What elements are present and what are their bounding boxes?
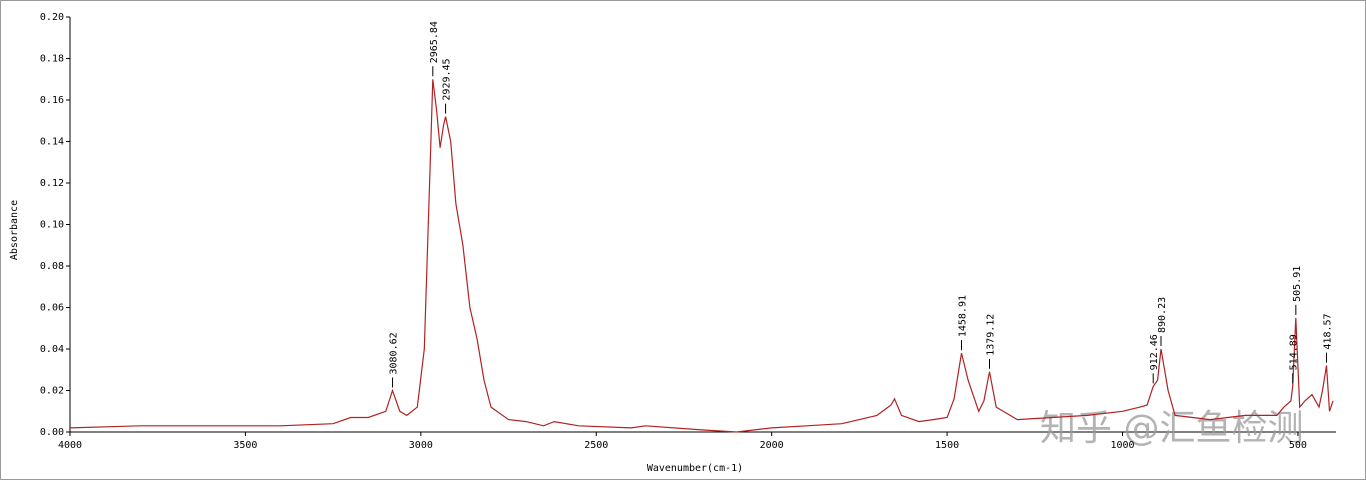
x-tick-label: 4000 [58,440,82,451]
spectrum-line [69,79,1334,433]
x-axis-title: Wavenumber(cm-1) [647,463,743,474]
y-tick-label: 0.08 [40,261,64,272]
peak-label: 418.57 [1322,313,1333,349]
peak-label: 1458.91 [957,295,968,337]
y-tick-label: 0.00 [40,427,64,438]
y-tick-label: 0.18 [40,54,64,65]
y-tick-label: 0.16 [40,95,64,106]
peak-label: 1379.12 [985,314,996,356]
x-tick-label: 1000 [1110,440,1134,451]
x-tick-label: 3500 [233,440,257,451]
x-tick-label: 2000 [760,440,784,451]
x-tick-label: 3000 [409,440,433,451]
peak-label: 890.23 [1157,297,1168,333]
peak-label: 514.89 [1289,334,1300,370]
y-tick-label: 0.06 [40,303,64,314]
y-tick-label: 0.14 [40,137,64,148]
peak-label: 2965.84 [429,21,440,63]
y-axis-title: Absorbance [9,200,20,260]
watermark: 知乎 @汇鱼检测 [1040,408,1303,449]
peak-label: 3080.62 [389,332,400,374]
x-tick-label: 500 [1289,440,1307,451]
y-tick-label: 0.12 [40,178,64,189]
peak-label: 912.46 [1149,334,1160,370]
y-tick-label: 0.02 [40,386,64,397]
x-tick-label: 1500 [935,440,959,451]
y-tick-label: 0.20 [40,12,64,23]
peak-label: 2929.45 [442,58,453,100]
y-tick-label: 0.10 [40,220,64,231]
y-tick-label: 0.04 [40,344,64,355]
peak-label: 505.91 [1292,266,1303,302]
x-tick-label: 2500 [584,440,608,451]
